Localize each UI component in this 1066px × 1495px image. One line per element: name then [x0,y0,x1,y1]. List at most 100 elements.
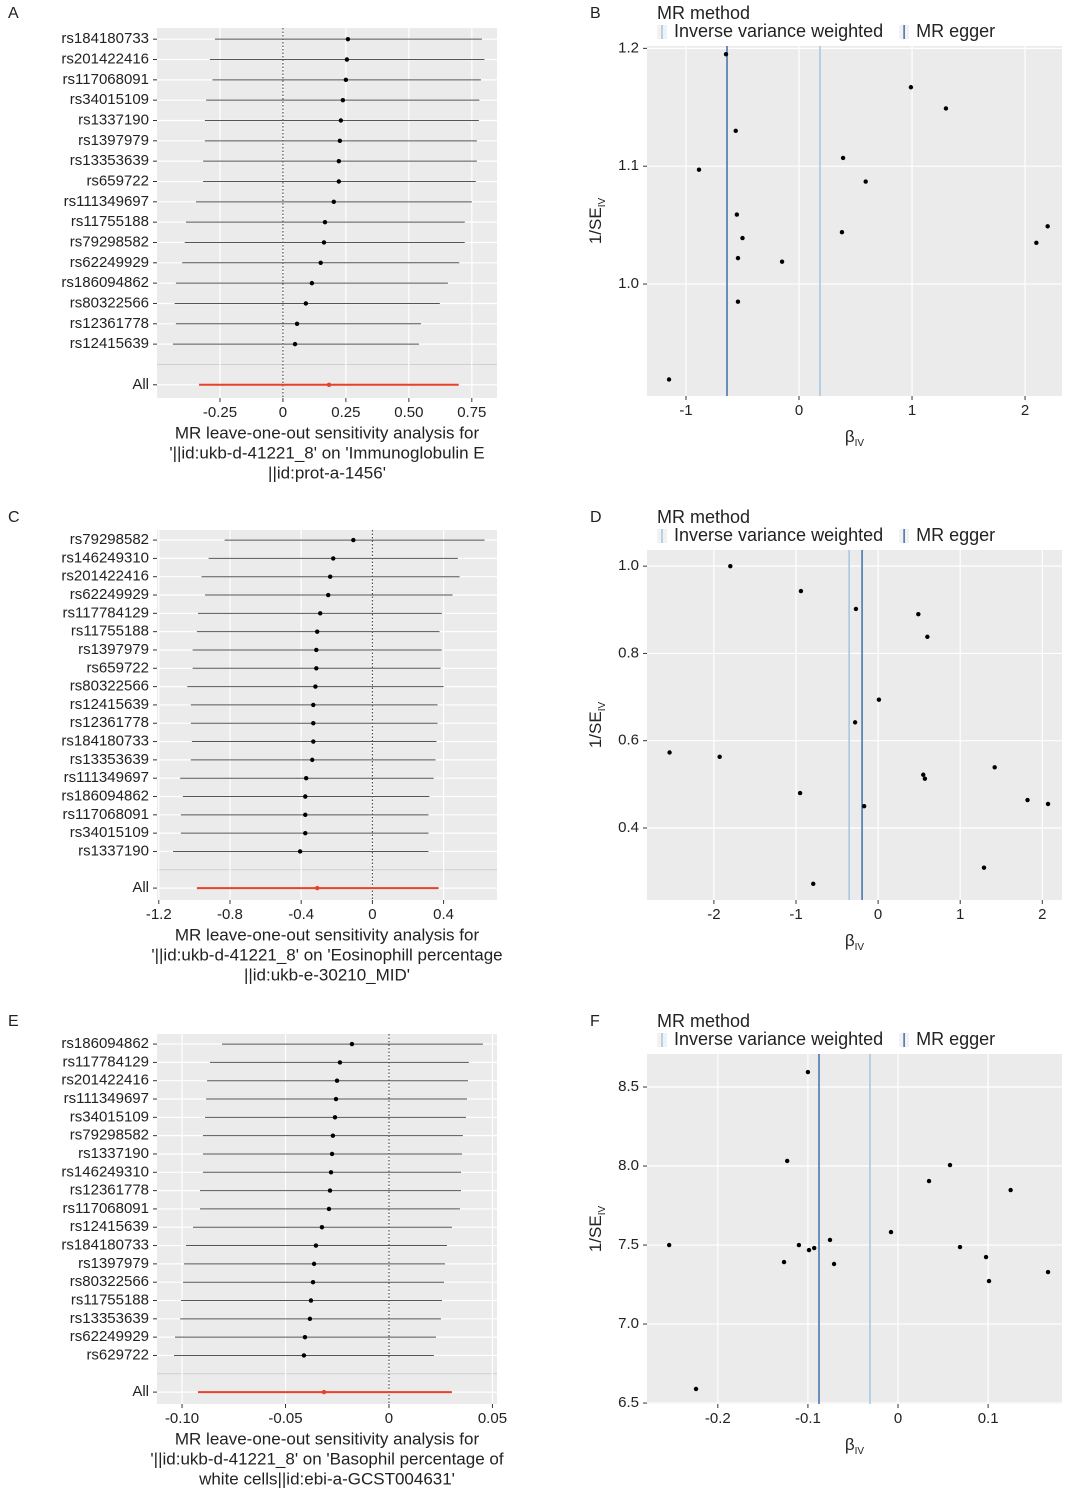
y-tick-label: 1.0 [618,275,639,292]
y-tick-label: rs13353639 [70,751,149,768]
y-tick-label: rs11755188 [71,623,149,640]
point [831,1261,837,1267]
y-tick-label: 7.5 [618,1236,639,1253]
y-tick-label: rs12415639 [70,696,149,713]
y-tick-label: rs184180733 [61,1237,149,1254]
y-tick-label: 7.0 [618,1315,639,1332]
y-tick-label: rs12361778 [70,315,149,332]
estimate-point [333,1096,339,1102]
x-tick-label: 0 [874,906,882,923]
estimate-point [297,849,303,854]
y-tick-label: 0.6 [618,732,639,749]
estimate-point [292,341,298,347]
y-tick-label: All [132,1383,149,1400]
x-axis-title: MR leave-one-out sensitivity analysis fo… [175,925,480,944]
point [986,1278,992,1284]
y-tick-label: rs1397979 [78,132,149,149]
panel-label: C [8,509,20,526]
panel-label: E [8,1013,19,1030]
panel-label: D [590,509,602,526]
estimate-point [318,260,323,266]
plot-background [157,28,497,398]
legend-label: MR egger [916,1029,995,1049]
estimate-point [331,199,336,205]
y-tick-label: 0.4 [618,819,639,836]
x-axis-title-text: β [845,427,855,446]
point [734,212,740,217]
x-tick-label: 0.1 [978,1410,999,1427]
y-tick-label: 1.0 [618,557,639,574]
y-tick-label: rs117068091 [63,71,149,88]
x-tick-label: 0.50 [394,404,423,421]
point [797,790,803,796]
estimate-point [303,812,308,818]
estimate-point [313,684,318,689]
estimate-point [334,1078,340,1083]
estimate-point [331,556,336,561]
y-tick-label: rs79298582 [70,531,149,548]
point [916,611,921,617]
estimate-point [328,1170,334,1175]
y-tick-label: rs186094862 [61,1035,149,1052]
plot-background [647,1054,1062,1404]
estimate-point [351,537,356,543]
x-axis-title: '||id:ukb-d-41221_8' on 'Basophil percen… [150,1449,503,1468]
x-tick-label: -1.2 [146,906,172,923]
estimate-point [340,97,346,103]
legend-title: MR method [657,3,750,23]
x-axis-title: βIV [845,427,865,448]
point [839,229,845,235]
y-tick-label: rs629722 [86,1346,149,1363]
y-tick-label: 6.5 [618,1394,639,1411]
estimate-point [311,739,316,744]
estimate-point [326,1206,332,1212]
y-tick-label: 1.2 [618,39,639,56]
estimate-point [344,57,350,62]
point [805,1069,811,1075]
estimate-point [332,1115,338,1120]
y-tick-label: rs146249310 [61,549,149,566]
point [1045,224,1050,229]
point [888,1229,894,1235]
y-tick-label: rs12361778 [70,714,149,731]
estimate-point [314,647,319,653]
overall-point [326,382,332,387]
point [779,259,785,264]
panel-label: B [590,5,601,22]
x-axis-title: ||id:prot-a-1456' [268,463,386,482]
estimate-point [303,830,308,836]
point [1025,797,1030,803]
x-axis-title: βIV [845,931,865,952]
y-tick-label: rs186094862 [61,787,149,804]
point [796,1242,802,1248]
y-tick-label: rs186094862 [61,274,149,291]
point [876,697,882,702]
x-axis-title: MR leave-one-out sensitivity analysis fo… [175,423,480,442]
estimate-point [307,1316,313,1322]
y-tick-label: rs12415639 [70,1218,149,1235]
y-axis-title-text: 1/SE [586,711,605,748]
x-tick-label: 2 [1038,906,1046,923]
point [666,377,672,382]
x-tick-label: 1 [908,402,916,419]
point [784,1158,790,1164]
estimate-point [337,138,343,144]
y-tick-label: rs62249929 [70,1328,149,1345]
point [781,1259,787,1265]
plot-background [647,46,1062,396]
y-axis-title-subscript: IV [597,198,608,208]
point [806,1247,812,1253]
y-tick-label: rs1397979 [78,641,149,658]
point [947,1162,953,1168]
point [693,1386,699,1392]
x-tick-label: -1 [789,906,802,923]
point [908,85,914,90]
estimate-point [336,158,342,164]
point [861,803,867,809]
x-tick-label: 2 [1021,402,1029,419]
point [922,776,928,781]
y-tick-label: rs659722 [86,172,149,189]
x-tick-label: 0 [385,1410,393,1427]
y-tick-label: rs117068091 [63,1200,149,1217]
legend-label: Inverse variance weighted [674,525,883,545]
